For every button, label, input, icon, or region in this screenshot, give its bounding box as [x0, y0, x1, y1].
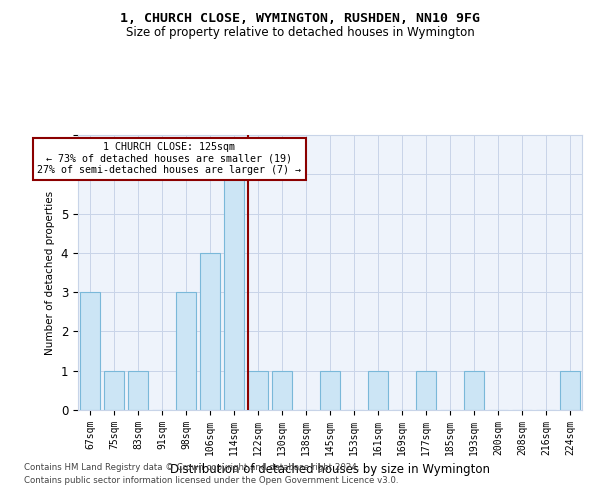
Bar	[80, 292, 100, 410]
Bar	[104, 370, 124, 410]
Text: Contains public sector information licensed under the Open Government Licence v3: Contains public sector information licen…	[24, 476, 398, 485]
Text: 1, CHURCH CLOSE, WYMINGTON, RUSHDEN, NN10 9FG: 1, CHURCH CLOSE, WYMINGTON, RUSHDEN, NN1…	[120, 12, 480, 26]
Bar	[176, 292, 196, 410]
Y-axis label: Number of detached properties: Number of detached properties	[45, 190, 55, 354]
Bar	[464, 370, 484, 410]
Bar	[248, 370, 268, 410]
Text: Contains HM Land Registry data © Crown copyright and database right 2024.: Contains HM Land Registry data © Crown c…	[24, 464, 359, 472]
Bar	[320, 370, 340, 410]
Bar	[128, 370, 148, 410]
X-axis label: Distribution of detached houses by size in Wymington: Distribution of detached houses by size …	[170, 464, 490, 476]
Text: Size of property relative to detached houses in Wymington: Size of property relative to detached ho…	[125, 26, 475, 39]
Bar	[224, 174, 244, 410]
Bar	[416, 370, 436, 410]
Bar	[560, 370, 580, 410]
Bar	[368, 370, 388, 410]
Text: 1 CHURCH CLOSE: 125sqm
← 73% of detached houses are smaller (19)
27% of semi-det: 1 CHURCH CLOSE: 125sqm ← 73% of detached…	[37, 142, 301, 176]
Bar	[200, 253, 220, 410]
Bar	[272, 370, 292, 410]
